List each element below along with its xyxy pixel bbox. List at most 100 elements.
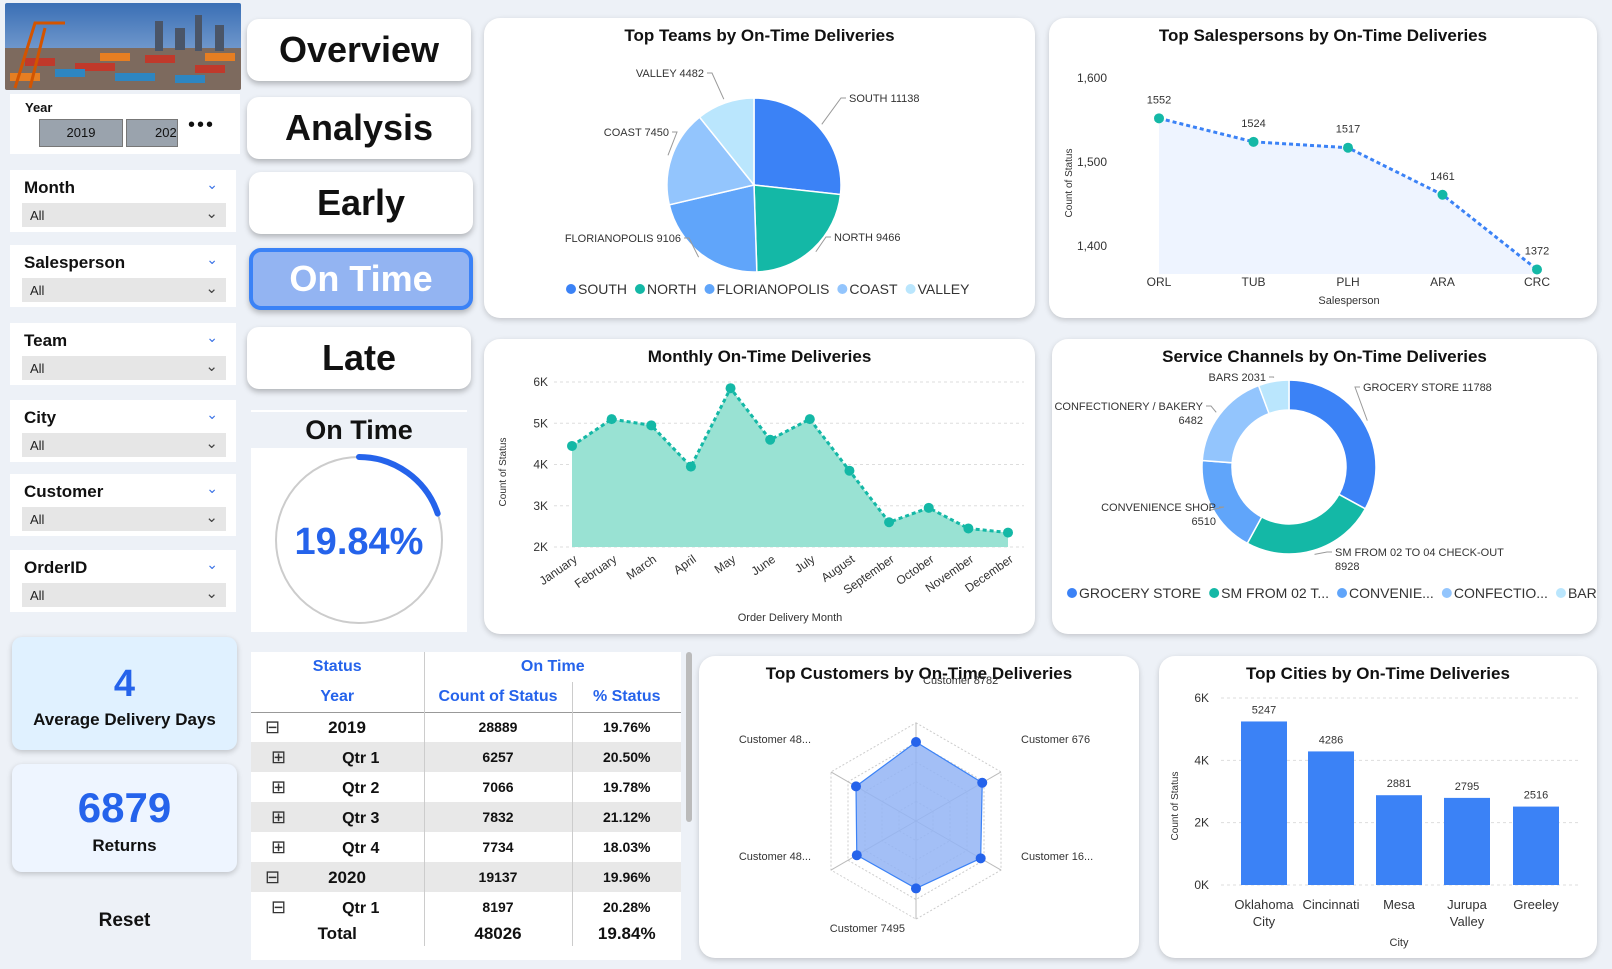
total-label: Total (251, 922, 425, 946)
cities-card: Top Cities by On-Time Deliveries 6K 4K 2K 0… (1159, 656, 1597, 958)
data-point[interactable] (1154, 113, 1164, 124)
slice-south[interactable] (753, 97, 842, 196)
data-point[interactable] (963, 523, 974, 534)
data-point[interactable] (851, 850, 862, 861)
bar-jurupa-valley[interactable] (1444, 797, 1490, 885)
data-point[interactable] (646, 420, 657, 431)
data-point[interactable] (606, 414, 617, 425)
slicer-title: Customer (24, 482, 104, 501)
data-point[interactable] (911, 736, 921, 747)
header-image (5, 3, 241, 90)
slice-coast[interactable] (666, 116, 756, 206)
slice-bars[interactable] (1257, 379, 1290, 415)
data-point[interactable] (975, 853, 986, 864)
slicer-title: Salesperson (24, 253, 126, 272)
slicer-dropdown[interactable]: All ⌄ (22, 507, 226, 531)
y-axis-label: Count of Status (1170, 772, 1181, 841)
data-label: 5247 (1252, 704, 1276, 716)
data-point[interactable] (567, 440, 577, 451)
slicer-value: All (30, 208, 45, 223)
nav-analysis-button[interactable]: Analysis (247, 97, 471, 159)
y-tick-label: 1,600 (1077, 71, 1107, 85)
y-tick-label: 1,400 (1077, 239, 1107, 253)
row-pct: 19.76% (603, 719, 651, 736)
slicer-dropdown[interactable]: All ⌄ (22, 583, 226, 607)
data-point[interactable] (725, 383, 736, 394)
cities-title: Top Cities by On-Time Deliveries (1246, 664, 1510, 683)
data-point[interactable] (884, 517, 895, 528)
y-tick-label: 6K (533, 375, 548, 389)
expand-toggle-icon[interactable]: ⊞ (271, 746, 287, 767)
slice-grocery-store[interactable] (1288, 379, 1377, 510)
gauge-card: On Time 19.84% (251, 410, 467, 632)
x-axis-label: Order Delivery Month (738, 612, 843, 624)
slicer-dropdown[interactable]: All ⌄ (22, 203, 226, 227)
nav-late-button[interactable]: Late (247, 327, 471, 389)
legend-item: VALLEY (918, 281, 971, 297)
chevron-down-icon[interactable]: ⌄ (206, 329, 218, 345)
chevron-down-icon[interactable]: ⌄ (206, 406, 218, 422)
chevron-down-icon[interactable]: ⌄ (206, 251, 218, 267)
data-point[interactable] (923, 502, 934, 513)
table-scrollbar[interactable] (686, 652, 692, 822)
data-point[interactable] (1248, 136, 1259, 147)
slice-valley[interactable] (698, 97, 755, 188)
data-point[interactable] (765, 434, 776, 445)
data-point[interactable] (1003, 527, 1013, 538)
year-option-2020-label: 2020 (155, 125, 177, 140)
bar-cincinnati[interactable] (1308, 751, 1354, 885)
nav-overview-button[interactable]: Overview (247, 19, 471, 81)
chevron-down-icon[interactable]: ⌄ (206, 176, 218, 192)
more-options-icon[interactable]: ••• (188, 114, 216, 136)
slice-florianopolis[interactable] (668, 184, 758, 273)
bar-oklahoma-city[interactable] (1241, 721, 1287, 885)
year-option-2019[interactable]: 2019 (39, 119, 123, 147)
reset-button[interactable]: Reset (98, 910, 151, 931)
year-option-2020[interactable]: 2020 (126, 119, 178, 147)
legend-marker (1337, 588, 1348, 598)
bar-mesa[interactable] (1376, 795, 1422, 885)
slice-confectionery-bakery[interactable] (1201, 384, 1271, 464)
nav-on-time-button[interactable]: On Time (249, 248, 473, 310)
data-point[interactable] (977, 777, 988, 788)
chevron-down-icon[interactable]: ⌄ (206, 480, 218, 496)
x-tick-label: Greeley (1513, 897, 1559, 912)
data-label: 1524 (1241, 118, 1265, 130)
expand-toggle-icon[interactable]: ⊟ (271, 896, 287, 917)
y-axis-label: Count of Status (498, 438, 509, 507)
expand-toggle-icon[interactable]: ⊞ (271, 806, 287, 827)
x-tick-label: Mesa (1383, 897, 1416, 912)
slicer-title: Team (24, 331, 68, 350)
slicer-dropdown[interactable]: All ⌄ (22, 433, 226, 457)
teams-card: Top Teams by On-Time Deliveries SOUTH 11… (484, 18, 1035, 318)
x-tick-label: Jurupa (1447, 897, 1488, 912)
y-tick-label: 0K (1194, 878, 1209, 892)
nav-early-button[interactable]: Early (249, 172, 473, 234)
slice-sm-from-02-to-04-check-out[interactable] (1246, 493, 1367, 555)
data-point[interactable] (851, 781, 862, 792)
expand-toggle-icon[interactable]: ⊞ (271, 836, 287, 857)
y-tick-label: 4K (1194, 753, 1209, 767)
y-tick-label: 4K (533, 458, 548, 472)
chevron-down-icon[interactable]: ⌄ (206, 556, 218, 572)
channels-title: Service Channels by On-Time Deliveries (1162, 347, 1487, 366)
expand-toggle-icon[interactable]: ⊟ (265, 716, 281, 737)
data-point[interactable] (1437, 189, 1448, 200)
row-count: 7734 (424, 832, 573, 862)
data-point[interactable] (804, 414, 815, 425)
radar-area (855, 741, 983, 890)
table-total-row: Total 48026 19.84% (251, 922, 681, 946)
data-point[interactable] (911, 883, 921, 894)
bar-greeley[interactable] (1513, 806, 1559, 885)
slicer-dropdown[interactable]: All ⌄ (22, 356, 226, 380)
slicer-dropdown[interactable]: All ⌄ (22, 278, 226, 302)
expand-toggle-icon[interactable]: ⊟ (265, 866, 281, 887)
row-label: Qtr 4 (342, 839, 380, 857)
slice-north[interactable] (753, 184, 842, 273)
data-point[interactable] (844, 465, 855, 476)
data-point[interactable] (1532, 264, 1542, 275)
data-point[interactable] (1343, 142, 1353, 153)
table-row: ⊞ Qtr 2 7066 19.78% (251, 772, 681, 802)
expand-toggle-icon[interactable]: ⊞ (271, 776, 287, 797)
data-point[interactable] (685, 461, 696, 472)
